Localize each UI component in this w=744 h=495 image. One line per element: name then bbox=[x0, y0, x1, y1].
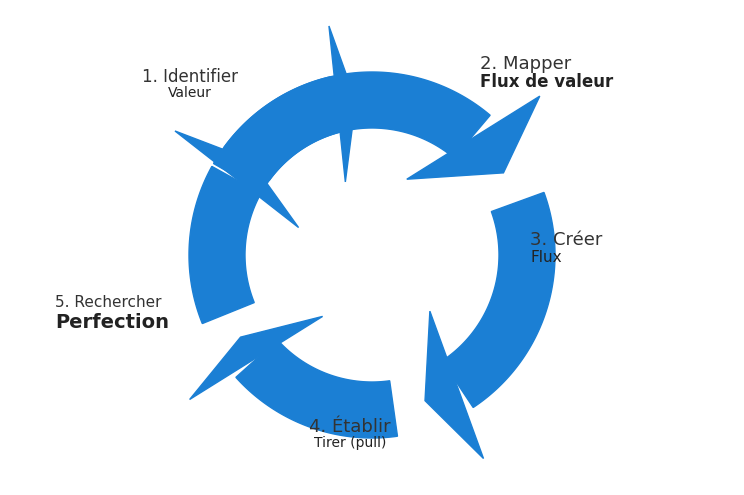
Text: 1. Identifier: 1. Identifier bbox=[142, 68, 238, 86]
Text: 3. Créer: 3. Créer bbox=[530, 231, 603, 249]
Text: Perfection: Perfection bbox=[55, 313, 169, 332]
Polygon shape bbox=[425, 311, 484, 458]
Text: Valeur: Valeur bbox=[168, 86, 212, 100]
Polygon shape bbox=[236, 340, 397, 438]
Text: 4. Établir: 4. Établir bbox=[310, 418, 391, 436]
Polygon shape bbox=[214, 72, 490, 192]
Text: 2. Mapper: 2. Mapper bbox=[480, 55, 571, 73]
Text: Flux de valeur: Flux de valeur bbox=[480, 73, 613, 91]
Polygon shape bbox=[175, 131, 298, 228]
Polygon shape bbox=[224, 77, 343, 180]
Text: Flux: Flux bbox=[530, 250, 562, 265]
Polygon shape bbox=[442, 193, 555, 407]
Polygon shape bbox=[407, 96, 540, 179]
Text: 5. Rechercher: 5. Rechercher bbox=[55, 295, 161, 310]
Polygon shape bbox=[189, 166, 261, 324]
Text: Tirer (pull): Tirer (pull) bbox=[314, 436, 386, 450]
Polygon shape bbox=[329, 26, 356, 182]
Polygon shape bbox=[190, 316, 323, 399]
